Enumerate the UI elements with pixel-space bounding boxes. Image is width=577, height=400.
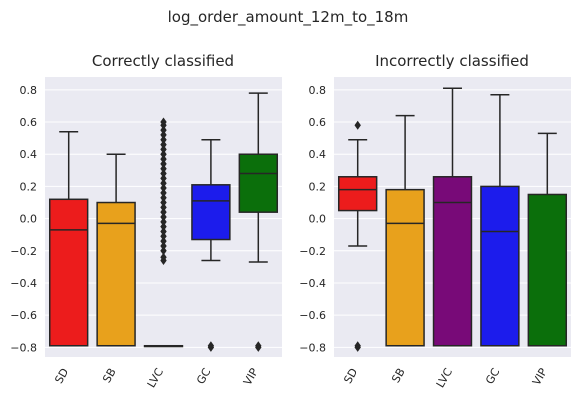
x-tick-label: LVC: [145, 366, 166, 390]
box-iqr: [527, 193, 568, 347]
x-tick-label: GC: [194, 366, 214, 387]
y-tick-label: 0.0: [20, 213, 38, 226]
chart-panel-incorrectly-classified: Incorrectly classified −0.8 −0.6 −0.4 −0.2 0…: [299, 52, 571, 390]
outlier-point: [160, 178, 167, 188]
box-vip: [527, 132, 568, 347]
box-iqr: [480, 185, 520, 347]
y-tick-label: 0.8: [309, 84, 327, 97]
y-tick-label: −0.4: [299, 277, 326, 290]
box-lvc: [432, 87, 473, 347]
outlier-point: [160, 246, 167, 256]
y-tick-label: −0.4: [10, 277, 37, 290]
y-tick-label: 0.6: [309, 116, 327, 129]
box-sd: [48, 130, 89, 347]
outlier-point: [354, 342, 361, 352]
outlier-point: [160, 193, 167, 203]
box-gc: [480, 93, 520, 347]
x-tick-label: SD: [341, 366, 360, 386]
box-iqr: [96, 201, 136, 347]
y-tick-label: −0.2: [299, 245, 326, 258]
box-iqr: [432, 176, 473, 347]
outlier-point: [160, 241, 167, 251]
x-tick-label: VIP: [530, 366, 550, 388]
outlier-point: [160, 117, 167, 127]
x-tick-label: SD: [52, 366, 71, 386]
outlier-point: [160, 222, 167, 232]
box-iqr: [191, 184, 231, 241]
outlier-point: [207, 342, 215, 352]
box-iqr: [337, 176, 378, 212]
y-tick-label: 0.6: [20, 116, 38, 129]
outlier-point: [160, 125, 167, 135]
outlier-point: [160, 217, 167, 227]
y-tick-label: −0.8: [10, 341, 37, 354]
y-tick-label: −0.6: [299, 309, 326, 322]
outlier-point: [160, 183, 167, 193]
outlier-point: [160, 135, 167, 145]
outlier-point: [160, 188, 167, 198]
outlier-point: [160, 226, 167, 236]
outlier-point: [160, 154, 167, 164]
box-vip: [238, 92, 279, 352]
y-tick-label: −0.2: [10, 245, 37, 258]
outlier-point: [255, 342, 262, 352]
x-tick-label: SB: [389, 366, 408, 385]
outlier-point: [160, 130, 167, 140]
outlier-point: [354, 120, 361, 130]
y-tick-label: 0.0: [309, 213, 327, 226]
outlier-point: [160, 169, 167, 179]
outlier-point: [160, 140, 167, 150]
outlier-point: [160, 144, 167, 154]
outlier-point: [160, 202, 167, 212]
box-sb: [96, 153, 136, 347]
x-tick-label: GC: [483, 366, 503, 387]
outlier-point: [160, 149, 167, 159]
box-sd: [337, 120, 378, 352]
y-tick-label: 0.4: [20, 148, 38, 161]
chart-title-incorrectly-classified: Incorrectly classified: [375, 52, 529, 70]
box-gc: [191, 139, 231, 352]
outlier-point: [160, 212, 167, 222]
box-iqr: [48, 198, 89, 347]
y-tick-label: 0.2: [20, 180, 38, 193]
y-tick-label: 0.8: [20, 84, 38, 97]
box-iqr: [385, 188, 425, 347]
y-tick-label: −0.6: [10, 309, 37, 322]
outlier-point: [160, 252, 167, 262]
figure-suptitle: log_order_amount_12m_to_18m: [168, 8, 409, 27]
y-tick-label: 0.4: [309, 148, 327, 161]
chart-title-correctly-classified: Correctly classified: [92, 52, 234, 70]
outlier-point: [160, 173, 167, 183]
x-tick-label: VIP: [241, 366, 261, 388]
x-tick-label: LVC: [434, 366, 455, 390]
chart-panel-correctly-classified: Correctly classified −0.8 −0.6 −0.4 −0.2 0.0…: [10, 52, 282, 390]
outlier-point: [160, 236, 167, 246]
box-sb: [385, 114, 425, 347]
y-tick-label: −0.8: [299, 341, 326, 354]
outlier-point: [160, 198, 167, 208]
y-tick-label: 0.2: [309, 180, 327, 193]
outlier-point: [160, 164, 167, 174]
outlier-point: [160, 231, 167, 241]
box-lvc: [143, 117, 184, 348]
x-tick-label: SB: [100, 366, 119, 385]
box-iqr: [238, 153, 279, 213]
outlier-point: [160, 207, 167, 217]
outlier-point: [160, 159, 167, 169]
